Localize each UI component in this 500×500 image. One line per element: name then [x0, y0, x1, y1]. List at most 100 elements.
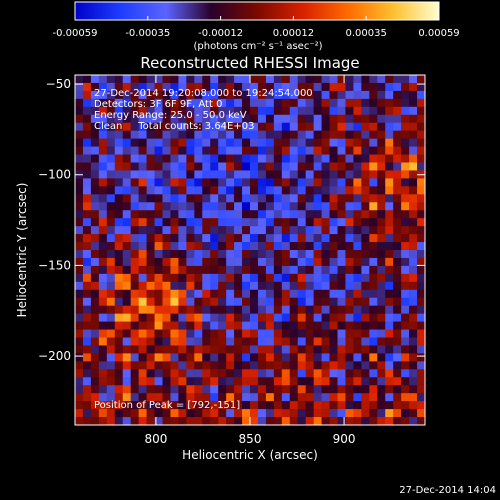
heatmap-cell [257, 194, 267, 203]
heatmap-cell [369, 186, 378, 195]
heatmap-cell [122, 345, 131, 354]
heatmap-cell [297, 257, 306, 267]
heatmap-cell [138, 226, 147, 235]
heatmap-cell [361, 401, 370, 410]
heatmap-cell [202, 114, 211, 124]
heatmap-cell [337, 170, 346, 179]
heatmap-cell [393, 321, 402, 330]
heatmap-cell [194, 186, 203, 195]
heatmap-cell [401, 385, 410, 394]
heatmap-cell [321, 218, 330, 227]
heatmap-cell [281, 329, 291, 338]
heatmap-cell [369, 273, 378, 283]
heatmap-cell [178, 234, 187, 243]
heatmap-cell [146, 393, 155, 402]
heatmap-cell [162, 82, 171, 92]
heatmap-cell [202, 186, 211, 195]
heatmap-cell [234, 305, 243, 314]
heatmap-cell [361, 186, 370, 195]
heatmap-cell [130, 337, 139, 346]
heatmap-cell [98, 377, 108, 386]
heatmap-cell [401, 194, 410, 203]
heatmap-cell [329, 82, 338, 92]
heatmap-cell [114, 297, 124, 306]
heatmap-cell [170, 178, 179, 187]
heatmap-cell [98, 90, 108, 100]
heatmap-cell [393, 250, 402, 259]
heatmap-cell [250, 361, 259, 370]
heatmap-cell [305, 345, 314, 354]
heatmap-cell [297, 337, 306, 346]
heatmap-cell [313, 162, 322, 171]
heatmap-cell [82, 162, 92, 171]
heatmap-cell [90, 82, 100, 92]
heatmap-cell [138, 194, 147, 203]
heatmap-cell [170, 218, 179, 227]
heatmap-cell [186, 409, 195, 418]
heatmap-cell [146, 329, 155, 338]
heatmap-cell [385, 329, 394, 338]
heatmap-cells [75, 75, 426, 426]
heatmap-cell [162, 114, 171, 124]
heatmap-cell [82, 345, 92, 354]
heatmap-cell [289, 186, 299, 195]
heatmap-cell [154, 202, 163, 211]
heatmap-cell [154, 154, 163, 163]
heatmap-cell [226, 250, 235, 259]
heatmap-cell [146, 130, 155, 139]
heatmap-cell [393, 170, 402, 179]
heatmap-cell [154, 90, 163, 100]
heatmap-cell [114, 409, 124, 418]
heatmap-cell [345, 226, 354, 235]
heatmap-cell [75, 90, 84, 100]
heatmap-cell [170, 98, 179, 108]
heatmap-cell [162, 234, 171, 243]
heatmap-cell [353, 345, 362, 354]
heatmap-cell [75, 273, 84, 283]
heatmap-cell [345, 353, 354, 362]
heatmap-cell [90, 90, 100, 100]
heatmap-cell [273, 170, 283, 179]
heatmap-cell [242, 385, 251, 394]
heatmap-cell [289, 154, 299, 163]
heatmap-cell [98, 345, 108, 354]
heatmap-cell [297, 234, 306, 243]
heatmap-cell [393, 75, 402, 84]
heatmap-cell [401, 234, 410, 243]
heatmap-cell [186, 361, 195, 370]
heatmap-cell [218, 353, 227, 362]
heatmap-cell [170, 257, 179, 267]
heatmap-cell [377, 329, 386, 338]
heatmap-cell [130, 281, 139, 291]
heatmap-cell [98, 234, 108, 243]
heatmap-cell [218, 82, 227, 92]
heatmap-cell [417, 265, 426, 275]
heatmap-cell [329, 297, 338, 306]
heatmap-cell [122, 313, 131, 322]
heatmap-cell [114, 401, 124, 410]
heatmap-cell [385, 210, 394, 219]
heatmap-cell [122, 329, 131, 338]
heatmap-cell [337, 393, 346, 402]
heatmap-cell [369, 234, 378, 243]
heatmap-cell [218, 393, 227, 402]
heatmap-cell [361, 162, 370, 171]
heatmap-cell [313, 345, 322, 354]
heatmap-cell [361, 226, 370, 235]
heatmap-cell [106, 393, 116, 402]
heatmap-cell [178, 162, 187, 171]
heatmap-cell [178, 257, 187, 267]
heatmap-cell [98, 417, 108, 426]
heatmap-cell [242, 250, 251, 259]
heatmap-cell [297, 409, 306, 418]
heatmap-cell [138, 75, 147, 84]
heatmap-cell [210, 194, 219, 203]
heatmap-cell [234, 273, 243, 283]
heatmap-cell [345, 250, 354, 259]
heatmap-cell [106, 106, 116, 116]
heatmap-cell [265, 154, 275, 163]
heatmap-cell [353, 106, 362, 116]
heatmap-cell [273, 385, 283, 394]
heatmap-cell [313, 353, 322, 362]
heatmap-cell [82, 194, 92, 203]
